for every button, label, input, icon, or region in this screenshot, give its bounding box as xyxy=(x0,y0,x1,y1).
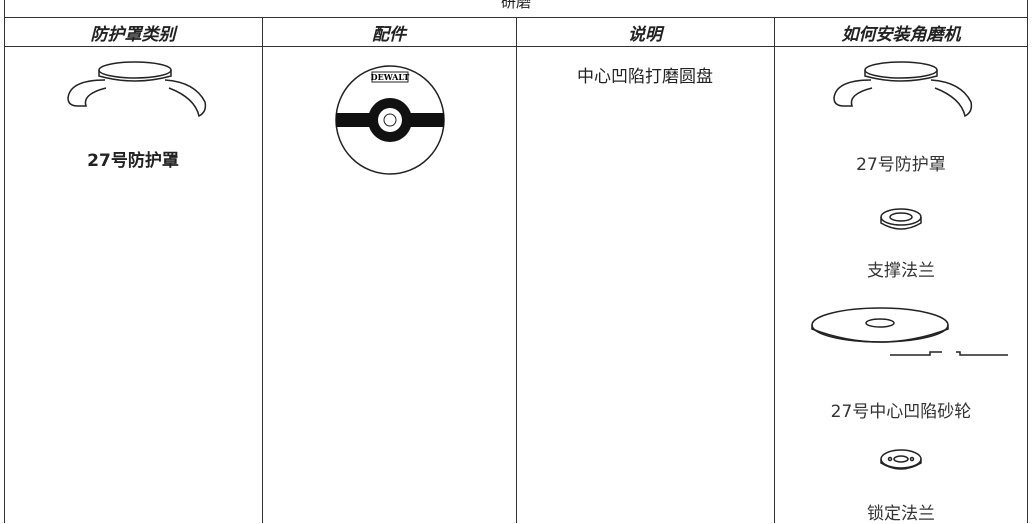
border xyxy=(4,0,5,523)
flange-icon xyxy=(880,208,922,230)
guard-icon xyxy=(67,61,207,118)
guard-icon xyxy=(833,61,973,118)
border xyxy=(262,17,263,523)
caption: 研磨 xyxy=(500,0,532,11)
wheel-icon xyxy=(811,307,1008,356)
step-label: 27号防护罩 xyxy=(856,155,946,175)
header: 说明 xyxy=(628,25,662,45)
lock-flange-icon xyxy=(880,449,922,470)
disc-icon: DEWALT xyxy=(335,65,445,175)
border xyxy=(774,17,775,523)
header: 如何安装角磨机 xyxy=(841,25,961,45)
header: 防护罩类别 xyxy=(90,25,176,45)
border xyxy=(516,17,517,523)
guard-label: 27号防护罩 xyxy=(87,151,179,171)
border xyxy=(1027,0,1028,523)
brand: DEWALT xyxy=(371,72,410,82)
description: 中心凹陷打磨圆盘 xyxy=(577,67,713,87)
step-label: 锁定法兰 xyxy=(867,504,935,524)
step-label: 27号中心凹陷砂轮 xyxy=(830,402,972,422)
step-label: 支撑法兰 xyxy=(867,261,935,281)
header: 配件 xyxy=(372,25,406,45)
